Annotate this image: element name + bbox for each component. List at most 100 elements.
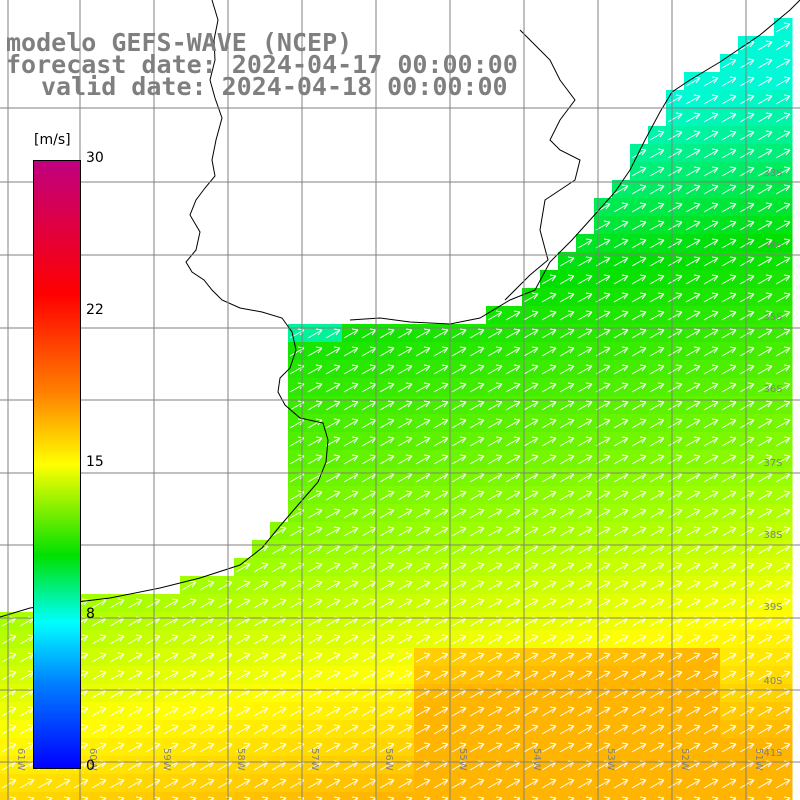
wind-arrow — [649, 346, 665, 357]
wind-arrow — [397, 670, 413, 681]
wind-cell — [702, 342, 721, 361]
wind-cell — [576, 468, 595, 487]
wind-arrow — [361, 634, 377, 645]
wind-cell — [144, 594, 163, 613]
wind-arrow — [397, 598, 413, 609]
wind-cell — [648, 558, 667, 577]
wind-arrow — [775, 274, 791, 285]
wind-arrow — [739, 526, 755, 537]
wind-arrow — [343, 490, 359, 501]
wind-cell — [702, 774, 721, 793]
wind-cell — [486, 576, 505, 595]
wind-arrow — [225, 796, 233, 800]
wind-cell — [306, 666, 325, 685]
wind-cell — [504, 684, 523, 703]
wind-cell — [378, 324, 397, 343]
wind-cell — [144, 774, 163, 793]
wind-cell — [486, 414, 505, 433]
wind-cell — [738, 126, 757, 145]
wind-cell — [756, 684, 775, 703]
wind-arrow — [469, 598, 485, 609]
wind-cell — [522, 792, 541, 800]
wind-arrow — [613, 670, 629, 681]
wind-cell — [648, 324, 667, 343]
wind-arrow — [685, 724, 701, 735]
wind-cell — [360, 414, 379, 433]
wind-cell — [342, 684, 361, 703]
wind-arrow — [631, 400, 647, 411]
wind-cell — [486, 522, 505, 541]
wind-cell — [756, 486, 775, 505]
wind-cell — [216, 720, 235, 739]
wind-cell — [756, 342, 775, 361]
wind-arrow — [775, 220, 791, 231]
wind-arrow — [325, 742, 341, 753]
wind-cell — [738, 684, 757, 703]
wind-arrow — [199, 742, 215, 753]
wind-cell — [540, 270, 559, 289]
wind-cell — [450, 612, 469, 631]
wind-arrow — [307, 328, 323, 339]
wind-cell — [774, 108, 793, 127]
wind-arrow — [1, 778, 17, 789]
wind-cell — [432, 450, 451, 469]
wind-cell — [684, 108, 703, 127]
wind-arrow — [199, 598, 215, 609]
wind-arrow — [649, 562, 665, 573]
wind-cell — [252, 702, 271, 721]
wind-cell — [630, 414, 649, 433]
wind-cell — [288, 702, 307, 721]
wind-arrow — [667, 526, 683, 537]
wind-cell — [720, 270, 739, 289]
wind-arrow — [613, 652, 629, 663]
wind-arrow — [703, 454, 719, 465]
wind-arrow — [505, 670, 521, 681]
wind-arrow — [577, 310, 593, 321]
wind-cell — [666, 522, 685, 541]
wind-cell — [576, 792, 595, 800]
wind-cell — [666, 108, 685, 127]
wind-arrow — [775, 778, 791, 789]
wind-arrow — [325, 652, 341, 663]
wind-cell — [342, 756, 361, 775]
wind-cell — [702, 450, 721, 469]
wind-cell — [648, 666, 667, 685]
wind-cell — [702, 540, 721, 559]
wind-cell — [612, 414, 631, 433]
wind-cell — [108, 612, 127, 631]
wind-arrow — [631, 670, 647, 681]
wind-cell — [702, 198, 721, 217]
wind-arrow — [235, 598, 251, 609]
wind-arrow — [721, 166, 737, 177]
wind-arrow — [145, 742, 161, 753]
wind-cell — [306, 450, 325, 469]
wind-arrow — [577, 562, 593, 573]
wind-arrow — [397, 778, 413, 789]
wind-cell — [756, 270, 775, 289]
wind-arrow — [775, 652, 791, 663]
wind-arrow — [127, 652, 143, 663]
wind-arrow — [631, 706, 647, 717]
wind-cell — [378, 774, 397, 793]
wind-cell — [774, 396, 793, 415]
longitude-label: 53W — [605, 748, 616, 771]
wind-cell — [468, 342, 487, 361]
wind-arrow — [541, 346, 557, 357]
wind-cell — [468, 648, 487, 667]
wind-arrow — [325, 778, 341, 789]
wind-cell — [108, 738, 127, 757]
wind-arrow — [469, 382, 485, 393]
wind-cell — [774, 18, 793, 37]
wind-cell — [450, 414, 469, 433]
wind-cell — [432, 702, 451, 721]
wind-arrow — [487, 382, 503, 393]
wind-cell — [648, 702, 667, 721]
wind-arrow — [685, 220, 701, 231]
wind-arrow — [685, 94, 701, 105]
wind-arrow — [243, 796, 251, 800]
wind-arrow — [487, 310, 503, 321]
wind-cell — [468, 324, 487, 343]
wind-arrow — [505, 742, 521, 753]
wind-arrow — [685, 634, 701, 645]
wind-arrow — [523, 778, 539, 789]
